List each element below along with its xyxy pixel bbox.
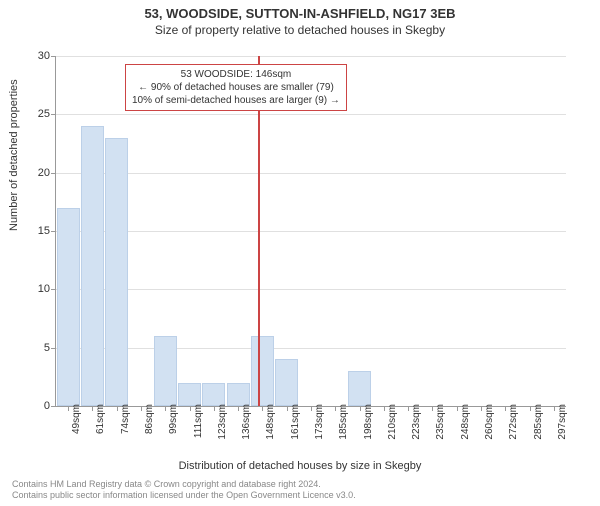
ytick-mark: [51, 56, 56, 57]
ytick-mark: [51, 231, 56, 232]
xtick-label: 260sqm: [484, 404, 495, 454]
xtick-label: 136sqm: [241, 404, 252, 454]
xtick-mark: [190, 406, 191, 411]
ytick-label: 15: [20, 225, 50, 237]
gridline: [56, 289, 566, 290]
xtick-mark: [117, 406, 118, 411]
xtick-label: 235sqm: [435, 404, 446, 454]
xtick-mark: [432, 406, 433, 411]
xtick-mark: [141, 406, 142, 411]
annotation-line3: 10% of semi-detached houses are larger (…: [132, 94, 340, 107]
xtick-mark: [457, 406, 458, 411]
xtick-mark: [262, 406, 263, 411]
gridline: [56, 173, 566, 174]
chart-container: 53, WOODSIDE, SUTTON-IN-ASHFIELD, NG17 3…: [0, 6, 600, 506]
annotation-box: 53 WOODSIDE: 146sqm ← 90% of detached ho…: [125, 64, 347, 111]
chart-title: 53, WOODSIDE, SUTTON-IN-ASHFIELD, NG17 3…: [0, 6, 600, 21]
xtick-label: 86sqm: [144, 404, 155, 454]
xtick-mark: [335, 406, 336, 411]
xtick-label: 111sqm: [193, 404, 204, 454]
ytick-label: 0: [20, 400, 50, 412]
xtick-mark: [384, 406, 385, 411]
xtick-mark: [214, 406, 215, 411]
ytick-mark: [51, 348, 56, 349]
xtick-mark: [165, 406, 166, 411]
xtick-label: 123sqm: [217, 404, 228, 454]
x-axis-label: Distribution of detached houses by size …: [0, 460, 600, 472]
ytick-mark: [51, 406, 56, 407]
histogram-bar: [57, 208, 80, 406]
xtick-label: 173sqm: [314, 404, 325, 454]
xtick-mark: [408, 406, 409, 411]
xtick-mark: [92, 406, 93, 411]
footer: Contains HM Land Registry data © Crown c…: [12, 479, 356, 502]
histogram-bar: [275, 359, 298, 406]
ytick-label: 20: [20, 167, 50, 179]
xtick-label: 297sqm: [557, 404, 568, 454]
xtick-label: 210sqm: [387, 404, 398, 454]
xtick-label: 61sqm: [95, 404, 106, 454]
xtick-mark: [481, 406, 482, 411]
gridline: [56, 56, 566, 57]
xtick-mark: [238, 406, 239, 411]
ytick-mark: [51, 289, 56, 290]
chart-area: 49sqm61sqm74sqm86sqm99sqm111sqm123sqm136…: [55, 56, 565, 406]
xtick-label: 185sqm: [338, 404, 349, 454]
xtick-label: 161sqm: [290, 404, 301, 454]
annotation-line1: 53 WOODSIDE: 146sqm: [132, 68, 340, 81]
footer-line1: Contains HM Land Registry data © Crown c…: [12, 479, 356, 491]
footer-line2: Contains public sector information licen…: [12, 490, 356, 502]
ytick-label: 30: [20, 50, 50, 62]
histogram-bar: [178, 383, 201, 406]
xtick-mark: [505, 406, 506, 411]
annotation-line2: ← 90% of detached houses are smaller (79…: [132, 81, 340, 94]
histogram-bar: [348, 371, 371, 406]
xtick-label: 285sqm: [533, 404, 544, 454]
histogram-bar: [154, 336, 177, 406]
xtick-label: 49sqm: [71, 404, 82, 454]
ytick-mark: [51, 173, 56, 174]
gridline: [56, 231, 566, 232]
xtick-label: 99sqm: [168, 404, 179, 454]
xtick-mark: [287, 406, 288, 411]
histogram-bar: [251, 336, 274, 406]
xtick-label: 148sqm: [265, 404, 276, 454]
histogram-bar: [227, 383, 250, 406]
ytick-label: 10: [20, 283, 50, 295]
xtick-mark: [360, 406, 361, 411]
xtick-label: 198sqm: [363, 404, 374, 454]
xtick-label: 223sqm: [411, 404, 422, 454]
gridline: [56, 114, 566, 115]
histogram-bar: [81, 126, 104, 406]
xtick-mark: [530, 406, 531, 411]
xtick-mark: [311, 406, 312, 411]
xtick-mark: [68, 406, 69, 411]
y-axis-label: Number of detached properties: [8, 79, 20, 231]
xtick-label: 272sqm: [508, 404, 519, 454]
ytick-mark: [51, 114, 56, 115]
histogram-bar: [105, 138, 128, 406]
ytick-label: 25: [20, 108, 50, 120]
xtick-label: 248sqm: [460, 404, 471, 454]
xtick-mark: [554, 406, 555, 411]
xtick-label: 74sqm: [120, 404, 131, 454]
chart-subtitle: Size of property relative to detached ho…: [0, 23, 600, 37]
gridline: [56, 348, 566, 349]
histogram-bar: [202, 383, 225, 406]
ytick-label: 5: [20, 342, 50, 354]
